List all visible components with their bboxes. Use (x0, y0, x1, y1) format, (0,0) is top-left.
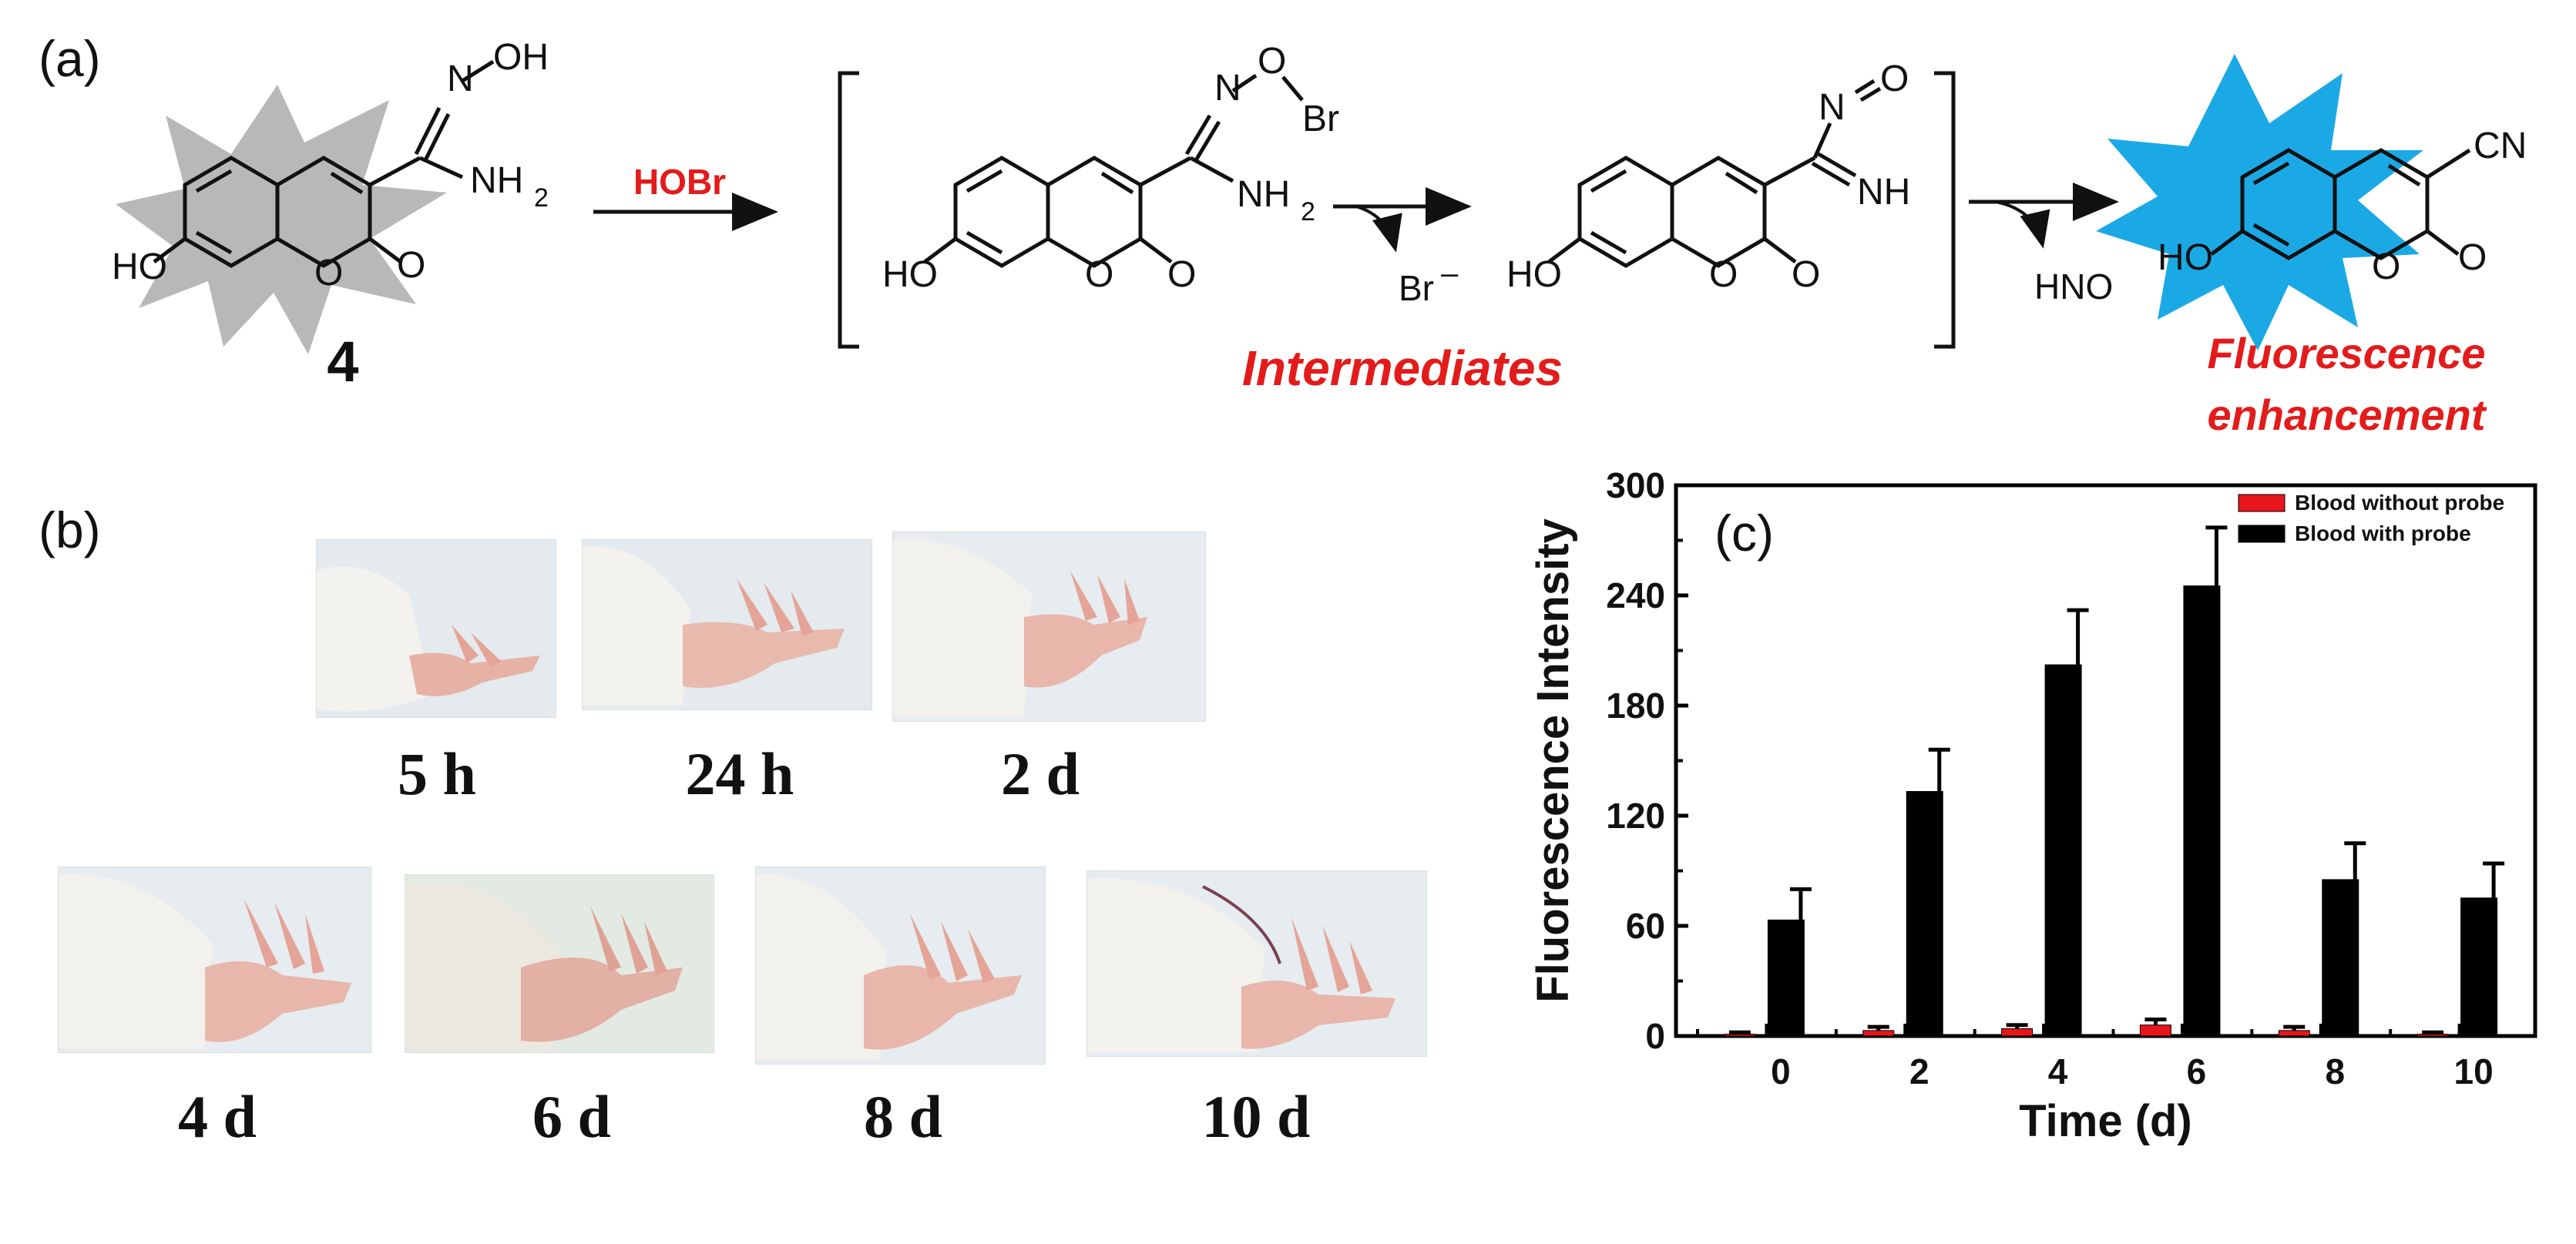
svg-text:HO: HO (882, 254, 938, 295)
svg-text:O: O (1880, 59, 1909, 99)
intermediate-1-structure (923, 73, 1304, 268)
svg-text:N: N (1819, 87, 1846, 128)
svg-text:NH: NH (1237, 174, 1290, 215)
time-label-6d: 6 d (532, 1083, 611, 1150)
time-label-4d: 4 d (178, 1083, 257, 1150)
chart-legend: Blood without probe Blood with probe (2238, 491, 2504, 545)
plot-frame (1674, 483, 2537, 1038)
svg-text:2: 2 (534, 183, 549, 213)
y-tick-label: 60 (1626, 906, 1665, 946)
svg-text:N: N (1214, 68, 1241, 109)
compound-4-structure (153, 59, 495, 268)
blue-burst (2096, 54, 2423, 350)
panel-a-label: (a) (39, 30, 101, 87)
hno-label: HNO (2034, 267, 2113, 307)
svg-text:CN: CN (2474, 126, 2527, 166)
y-tick-label: 300 (1606, 465, 1665, 505)
bar-with-probe (2044, 664, 2082, 1037)
paw-photo-4d (58, 867, 371, 1053)
bromide-charge: – (1441, 257, 1459, 290)
bar-with-probe (1906, 791, 1943, 1037)
y-tick-label: 0 (1645, 1016, 1665, 1056)
time-label-24h: 24 h (685, 740, 794, 807)
x-tick-label: 10 (2454, 1051, 2494, 1091)
x-tick-label: 4 (2048, 1051, 2068, 1091)
svg-text:O: O (314, 253, 343, 293)
y-tick-label: 240 (1606, 575, 1665, 615)
legend-swatch (2238, 525, 2285, 543)
bar-without-probe (1724, 1034, 1756, 1037)
x-tick-label: 6 (2187, 1051, 2207, 1091)
time-label-10d: 10 d (1201, 1083, 1311, 1150)
fluorescence-bar-chart: 0 60 120 180 240 300 0 2 4 6 8 10 Time (d) Fluorescen… (1528, 465, 2537, 1146)
intermediate-2-structure (1547, 79, 1882, 268)
compound-4-atoms: N OH NH 2 O O HO (112, 37, 549, 293)
legend-entry: Blood with probe (2295, 521, 2471, 545)
bar-without-probe (2278, 1030, 2310, 1037)
intermediate-2-atoms: N O NH O O HO (1506, 59, 1910, 295)
svg-text:O: O (397, 245, 425, 286)
bar-with-probe (2460, 897, 2498, 1037)
svg-text:NH: NH (470, 160, 523, 201)
svg-text:Br: Br (1302, 99, 1339, 139)
svg-text:HO: HO (1506, 254, 1562, 295)
x-tick-label: 8 (2325, 1051, 2345, 1091)
svg-text:O: O (1167, 254, 1196, 295)
product-atoms: CN O O HO (2158, 126, 2527, 287)
paw-photo-8d (755, 867, 1046, 1065)
svg-text:O: O (2458, 237, 2487, 278)
y-tick-label: 120 (1606, 796, 1665, 836)
legend-entry: Blood without probe (2295, 491, 2504, 515)
bromide-label: Br (1399, 268, 1434, 308)
svg-text:N: N (447, 59, 474, 99)
svg-text:O: O (2372, 246, 2400, 287)
chart-bars (1724, 525, 2505, 1038)
x-tick-label: 0 (1771, 1051, 1791, 1091)
bar-with-probe (2183, 585, 2221, 1038)
svg-text:OH: OH (493, 37, 549, 78)
paw-photo-5h (316, 539, 556, 718)
intermediates-label: Intermediates (1242, 340, 1563, 396)
svg-text:HO: HO (112, 246, 167, 287)
bar-without-probe (2001, 1028, 2034, 1037)
y-tick-label: 180 (1606, 686, 1665, 726)
y-axis-label: Fluorescence Intensity (1528, 518, 1578, 1003)
svg-text:O: O (1258, 41, 1286, 82)
reaction-scheme: N OH NH 2 O O HO 4 HOBr N O Br NH 2 O O … (112, 37, 2527, 439)
svg-text:HO: HO (2158, 237, 2213, 278)
svg-text:O: O (1085, 254, 1113, 295)
bar-without-probe (2416, 1034, 2449, 1037)
product-label-line1: Fluorescence (2207, 329, 2485, 377)
right-bracket (1934, 71, 1956, 349)
paw-photo-10d (1086, 870, 1427, 1057)
bar-without-probe (2139, 1024, 2171, 1037)
time-label-2d: 2 d (1001, 740, 1080, 807)
compound-number: 4 (327, 330, 358, 394)
gray-burst (116, 85, 447, 354)
svg-text:NH: NH (1857, 172, 1910, 213)
paw-photo-6d (405, 874, 714, 1053)
svg-text:O: O (1792, 254, 1820, 295)
chart-axes: 0 60 120 180 240 300 0 2 4 6 8 10 Time (d) Fluorescen… (1528, 465, 2537, 1146)
x-axis-label: Time (d) (2019, 1096, 2192, 1146)
bar-without-probe (1862, 1030, 1895, 1037)
left-bracket (838, 71, 859, 349)
bar-with-probe (2322, 879, 2359, 1038)
svg-text:O: O (1709, 254, 1738, 295)
intermediate-1-atoms: N O Br NH 2 O O HO (882, 41, 1339, 295)
product-structure (2210, 148, 2471, 260)
x-tick-label: 2 (1909, 1051, 1929, 1091)
panel-c-label: (c) (1715, 505, 1774, 562)
paw-photo-2d (892, 531, 1206, 722)
time-label-5h: 5 h (398, 740, 476, 807)
panel-b-label: (b) (39, 501, 101, 558)
product-label-line2: enhancement (2208, 391, 2487, 439)
paw-photo-24h (582, 539, 872, 710)
reagent-label: HOBr (633, 162, 726, 202)
svg-text:2: 2 (1301, 197, 1315, 226)
time-label-8d: 8 d (864, 1083, 942, 1150)
bar-with-probe (1767, 919, 1805, 1037)
legend-swatch (2238, 494, 2285, 512)
